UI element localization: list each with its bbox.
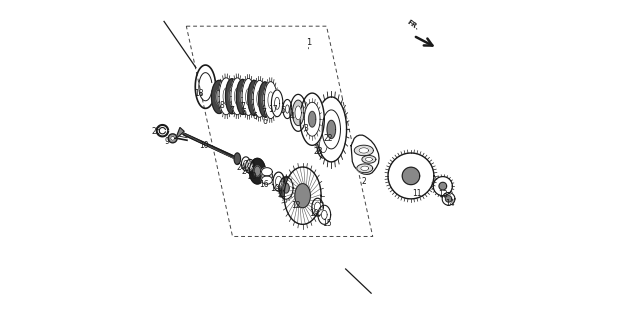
Text: 23: 23 — [314, 147, 323, 156]
Polygon shape — [245, 159, 255, 173]
Text: 2: 2 — [362, 177, 366, 186]
Text: 24: 24 — [237, 164, 246, 172]
Text: 6: 6 — [252, 113, 257, 122]
Polygon shape — [300, 93, 324, 145]
Polygon shape — [261, 168, 273, 176]
Polygon shape — [261, 176, 273, 184]
Polygon shape — [290, 94, 307, 131]
Polygon shape — [226, 79, 239, 114]
Polygon shape — [250, 158, 265, 184]
Text: 8: 8 — [220, 101, 225, 110]
Polygon shape — [361, 166, 369, 171]
Polygon shape — [351, 135, 379, 174]
Polygon shape — [176, 127, 184, 138]
Polygon shape — [295, 184, 310, 208]
Polygon shape — [402, 167, 420, 185]
Polygon shape — [286, 105, 289, 113]
Text: 19: 19 — [309, 209, 319, 218]
Polygon shape — [262, 170, 273, 182]
Polygon shape — [248, 80, 261, 116]
Polygon shape — [243, 160, 248, 167]
Polygon shape — [168, 134, 177, 143]
Polygon shape — [359, 148, 368, 153]
Text: 7: 7 — [229, 106, 234, 115]
Polygon shape — [312, 198, 323, 216]
Text: 10: 10 — [200, 141, 210, 150]
Polygon shape — [292, 100, 304, 125]
Polygon shape — [322, 110, 341, 149]
Polygon shape — [259, 82, 271, 117]
Polygon shape — [254, 166, 261, 176]
Text: FR.: FR. — [406, 19, 420, 31]
Text: 4: 4 — [290, 112, 295, 121]
Text: 22: 22 — [323, 134, 333, 143]
Polygon shape — [171, 136, 174, 140]
Polygon shape — [304, 102, 320, 136]
Text: 18: 18 — [194, 89, 204, 98]
Text: 3: 3 — [303, 124, 308, 132]
Polygon shape — [283, 100, 292, 119]
Polygon shape — [216, 90, 222, 104]
Polygon shape — [242, 157, 250, 171]
Polygon shape — [357, 164, 373, 173]
Polygon shape — [265, 82, 277, 119]
Polygon shape — [317, 131, 330, 158]
Polygon shape — [274, 97, 280, 109]
Polygon shape — [433, 177, 452, 196]
Polygon shape — [252, 90, 257, 106]
Text: 25: 25 — [152, 127, 161, 136]
Text: 6: 6 — [241, 108, 246, 117]
Polygon shape — [273, 172, 284, 191]
Polygon shape — [308, 111, 316, 127]
Text: 12: 12 — [292, 201, 301, 210]
Polygon shape — [271, 90, 283, 117]
Polygon shape — [283, 183, 289, 193]
Polygon shape — [295, 106, 302, 120]
Text: 17: 17 — [268, 105, 278, 114]
Text: 14: 14 — [445, 199, 455, 208]
Polygon shape — [320, 137, 327, 153]
Polygon shape — [442, 193, 455, 205]
Text: 20: 20 — [247, 172, 257, 181]
Polygon shape — [284, 167, 321, 224]
Polygon shape — [327, 120, 336, 139]
Polygon shape — [315, 202, 321, 212]
Polygon shape — [388, 153, 434, 199]
Polygon shape — [248, 163, 252, 170]
Polygon shape — [211, 80, 227, 114]
Polygon shape — [321, 210, 327, 219]
Text: 5: 5 — [281, 106, 286, 115]
Text: 9: 9 — [165, 137, 170, 146]
Text: 11: 11 — [412, 189, 421, 198]
Text: 19: 19 — [270, 184, 279, 193]
Polygon shape — [236, 79, 249, 115]
Polygon shape — [276, 176, 282, 187]
Polygon shape — [240, 89, 245, 105]
Polygon shape — [318, 205, 331, 224]
Text: 21: 21 — [277, 190, 287, 199]
Text: 15: 15 — [322, 219, 331, 228]
Text: 13: 13 — [439, 190, 448, 199]
Polygon shape — [439, 182, 447, 190]
Polygon shape — [316, 97, 347, 162]
Polygon shape — [446, 196, 452, 202]
Polygon shape — [279, 177, 293, 199]
Text: 1: 1 — [306, 38, 311, 47]
Polygon shape — [242, 78, 255, 116]
Text: 7: 7 — [261, 108, 266, 117]
Polygon shape — [234, 153, 240, 164]
Text: 24: 24 — [241, 167, 251, 176]
Polygon shape — [219, 78, 233, 115]
Polygon shape — [365, 157, 373, 161]
Polygon shape — [362, 156, 376, 163]
Polygon shape — [262, 92, 268, 107]
Text: 16: 16 — [260, 180, 269, 189]
Polygon shape — [231, 78, 243, 115]
Text: 7: 7 — [240, 102, 245, 111]
Polygon shape — [354, 145, 373, 156]
Text: 6: 6 — [263, 116, 268, 126]
Polygon shape — [253, 80, 266, 117]
Polygon shape — [180, 131, 239, 161]
Polygon shape — [229, 88, 235, 104]
